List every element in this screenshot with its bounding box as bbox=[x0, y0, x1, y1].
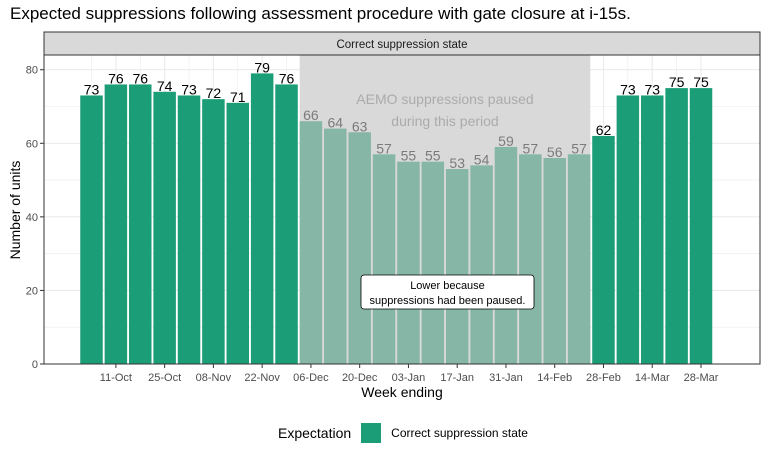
legend: Expectation Correct suppression state bbox=[278, 423, 528, 443]
x-tick-label: 06-Dec bbox=[293, 372, 329, 384]
annotation-text: suppressions had been paused. bbox=[370, 295, 526, 307]
bar bbox=[616, 95, 640, 364]
bar-value-label: 73 bbox=[644, 81, 660, 97]
facet-strip bbox=[43, 31, 761, 56]
bar-value-label: 76 bbox=[132, 70, 148, 86]
bar-value-label: 57 bbox=[571, 140, 587, 156]
bar bbox=[226, 102, 250, 365]
facet-strip-label: Correct suppression state bbox=[336, 39, 467, 51]
bar bbox=[421, 161, 445, 364]
y-tick-label: 20 bbox=[26, 285, 38, 297]
bar-value-label: 73 bbox=[181, 81, 197, 97]
bar-value-label: 57 bbox=[376, 140, 392, 156]
bar-value-label: 63 bbox=[352, 118, 368, 134]
bar bbox=[202, 99, 225, 365]
bar-value-label: 71 bbox=[230, 89, 246, 105]
bar-value-label: 62 bbox=[596, 122, 612, 138]
y-axis-label: Number of units bbox=[7, 161, 23, 260]
bar-value-label: 75 bbox=[669, 74, 685, 90]
y-tick-label: 60 bbox=[26, 138, 38, 150]
bar bbox=[519, 154, 542, 364]
y-tick-label: 80 bbox=[26, 65, 38, 77]
bar bbox=[153, 91, 176, 365]
bar bbox=[250, 73, 274, 365]
bar-value-label: 75 bbox=[693, 74, 709, 90]
paused-region-label: during this period bbox=[391, 113, 498, 129]
annotation-box bbox=[360, 274, 535, 310]
bar bbox=[275, 84, 298, 364]
bar bbox=[567, 154, 591, 364]
bar-value-label: 73 bbox=[620, 81, 636, 97]
x-tick-label: 22-Nov bbox=[244, 372, 280, 384]
x-tick-label: 31-Jan bbox=[489, 372, 523, 384]
bar bbox=[543, 158, 566, 364]
bar bbox=[689, 88, 713, 364]
bar bbox=[299, 121, 323, 364]
bar bbox=[470, 165, 493, 364]
x-tick-label: 28-Feb bbox=[586, 372, 621, 384]
bar-value-label: 73 bbox=[84, 81, 100, 97]
bar-value-label: 76 bbox=[279, 70, 295, 86]
bar bbox=[640, 95, 664, 364]
bar-value-label: 53 bbox=[449, 155, 465, 171]
paused-period-region bbox=[299, 55, 591, 364]
legend-label: Correct suppression state bbox=[391, 426, 528, 440]
bar bbox=[129, 84, 152, 364]
x-tick-label: 20-Dec bbox=[342, 372, 378, 384]
legend-title: Expectation bbox=[278, 425, 352, 441]
y-tick-label: 0 bbox=[32, 359, 38, 371]
bar bbox=[397, 161, 420, 364]
x-tick-label: 17-Jan bbox=[440, 372, 474, 384]
x-tick-label: 25-Oct bbox=[148, 372, 181, 384]
legend-key bbox=[361, 423, 382, 443]
x-axis-label: Week ending bbox=[361, 384, 442, 400]
bar bbox=[348, 132, 371, 364]
bar bbox=[445, 169, 469, 364]
x-tick-label: 14-Mar bbox=[635, 372, 670, 384]
bar bbox=[80, 95, 103, 364]
bar-value-label: 64 bbox=[328, 115, 344, 131]
bar-value-label: 76 bbox=[108, 70, 124, 86]
y-tick-label: 40 bbox=[26, 212, 38, 224]
paused-region-label: AEMO suppressions paused bbox=[356, 91, 533, 107]
bar-value-label: 56 bbox=[547, 144, 563, 160]
bar bbox=[104, 84, 128, 364]
bar-value-label: 55 bbox=[425, 148, 441, 164]
bar bbox=[494, 146, 518, 364]
bar-value-label: 57 bbox=[523, 140, 539, 156]
x-tick-label: 28-Mar bbox=[684, 372, 719, 384]
x-tick-label: 08-Nov bbox=[196, 372, 232, 384]
bar-value-label: 59 bbox=[498, 133, 514, 149]
bar-value-label: 66 bbox=[303, 107, 319, 123]
bar bbox=[177, 95, 201, 364]
x-tick-label: 03-Jan bbox=[392, 372, 426, 384]
bar-value-label: 72 bbox=[206, 85, 222, 101]
annotation-text: Lower because bbox=[410, 280, 485, 292]
bar bbox=[592, 135, 615, 364]
bar-value-label: 55 bbox=[401, 148, 417, 164]
bar-value-label: 54 bbox=[474, 151, 490, 167]
bar-value-label: 74 bbox=[157, 78, 173, 94]
bar bbox=[372, 154, 396, 364]
chart-title: Expected suppressions following assessme… bbox=[10, 4, 631, 23]
bar bbox=[324, 128, 347, 364]
x-tick-label: 11-Oct bbox=[100, 372, 132, 384]
bar bbox=[665, 88, 688, 364]
bar-value-label: 79 bbox=[254, 59, 270, 75]
x-tick-label: 14-Feb bbox=[537, 372, 572, 384]
